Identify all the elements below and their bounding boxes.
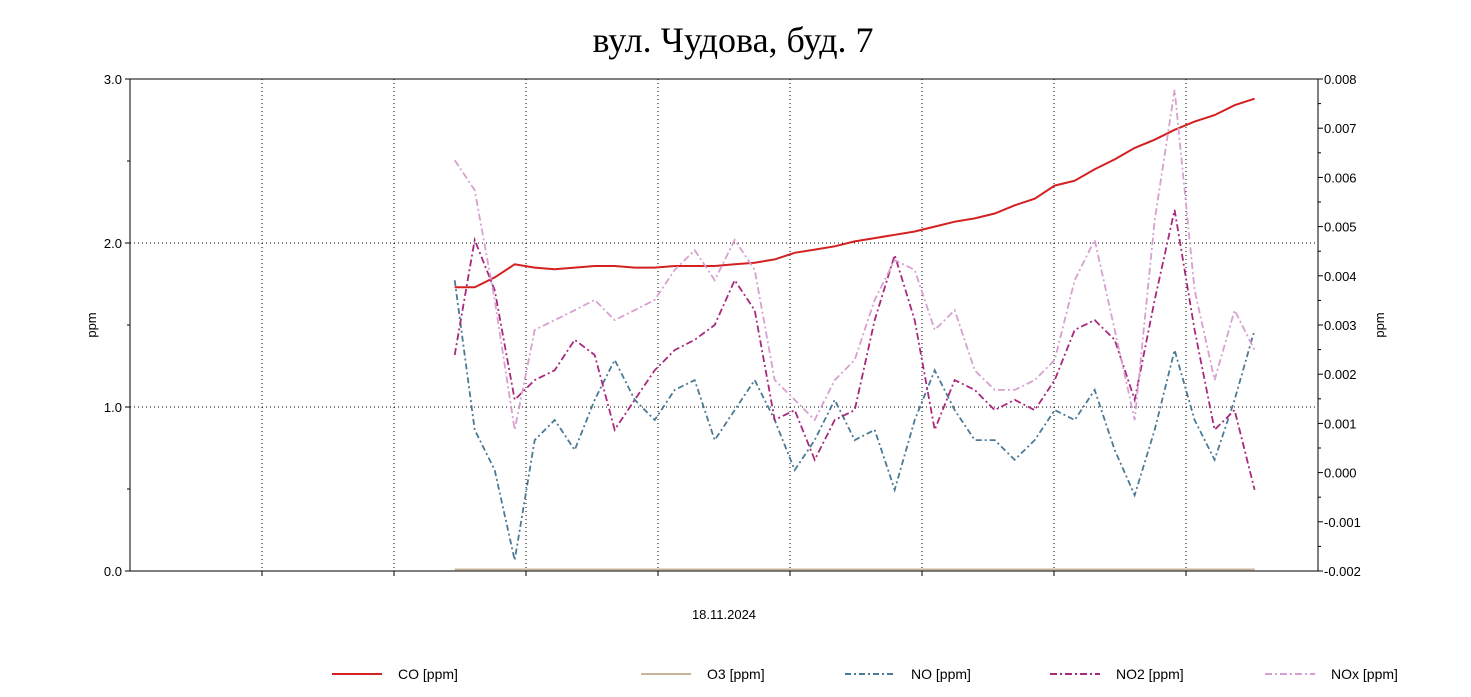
series-lines — [453, 89, 1256, 571]
y-right-tick-label: 0.004 — [1324, 269, 1357, 284]
y-right-tick-label: 0.005 — [1324, 220, 1357, 235]
legend-label: NO2 [ppm] — [1116, 666, 1184, 682]
y-left-label: ppm — [84, 312, 99, 337]
legend-label: CO [ppm] — [398, 666, 458, 682]
series-co-line — [454, 97, 1255, 289]
y-right-tick-label: -0.001 — [1324, 515, 1361, 530]
y-right-tick-label: 0.001 — [1324, 416, 1357, 431]
y-left-tick-label: 0.0 — [104, 564, 122, 579]
y-right-tick-label: 0.000 — [1324, 466, 1357, 481]
plot-frame — [129, 78, 1319, 572]
gridlines — [130, 79, 1318, 571]
legend-label: O3 [ppm] — [707, 666, 765, 682]
y-left-tick-label: 2.0 — [104, 236, 122, 251]
legend: CO [ppm] O3 [ppm] NO [ppm] NO2 [ppm] NOx [pp… — [332, 666, 1398, 682]
y-right-tick-label: -0.002 — [1324, 564, 1361, 579]
y-right-tick-label: 0.008 — [1324, 72, 1357, 87]
y-right-label: ppm — [1372, 312, 1387, 337]
y-left-tick-label: 3.0 — [104, 72, 122, 87]
legend-label: NO [ppm] — [911, 666, 971, 682]
y-right-tick-label: 0.006 — [1324, 170, 1357, 185]
series-nox-line — [453, 89, 1256, 430]
series-no-line — [453, 280, 1256, 561]
chart-title: вул. Чудова, буд. 7 — [592, 20, 873, 60]
x-axis-label: 18.11.2024 — [692, 607, 756, 622]
y-right-tick-label: 0.003 — [1324, 318, 1357, 333]
y-right-tick-label: 0.007 — [1324, 121, 1357, 136]
legend-label: NOx [ppm] — [1331, 666, 1398, 682]
y-right-tick-label: 0.002 — [1324, 367, 1357, 382]
y-left-tick-label: 1.0 — [104, 400, 122, 415]
axis-ticks: 0.0 1.0 2.0 3.0 -0.002 -0.001 0.000 0.001 0.002 0… — [104, 72, 1361, 579]
